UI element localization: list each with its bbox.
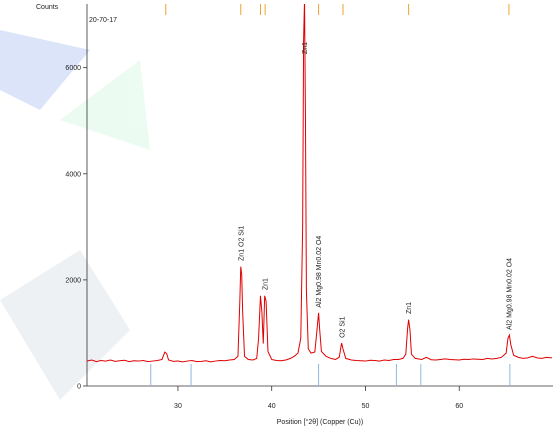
peak-label: Al2 Mg0.98 Mn0.02 O4 (506, 258, 513, 330)
peak-label: O2 Si1 (340, 316, 347, 338)
x-tick-label: 50 (362, 403, 370, 410)
y-tick-label: 6000 (65, 65, 81, 72)
y-tick-label: 0 (77, 384, 81, 391)
watermark (0, 30, 150, 400)
peak-label: Zn1 (406, 302, 413, 314)
y-tick-label: 2000 (65, 277, 81, 284)
watermark-shape (0, 30, 90, 110)
data-line (87, 4, 553, 363)
peak-label: Al2 Mg0.98 Mn0.02 O4 (316, 236, 323, 308)
y-axis-label: Counts (36, 4, 59, 11)
plot-area (87, 4, 553, 363)
x-tick-label: 40 (268, 403, 276, 410)
x-tick-label: 60 (455, 403, 463, 410)
y-tick-label: 4000 (65, 171, 81, 178)
watermark-shape (0, 250, 130, 400)
peak-label: Zn1 (302, 42, 309, 54)
x-axis-label: Position [°2θ] (Copper (Cu)) (277, 418, 363, 426)
watermark-shape (60, 60, 150, 150)
peak-label: Zn1 O2 Si1 (238, 225, 245, 261)
sample-name: 20-70-17 (89, 17, 117, 24)
peak-label: Zn1 (263, 278, 270, 290)
x-tick-label: 30 (174, 403, 182, 410)
